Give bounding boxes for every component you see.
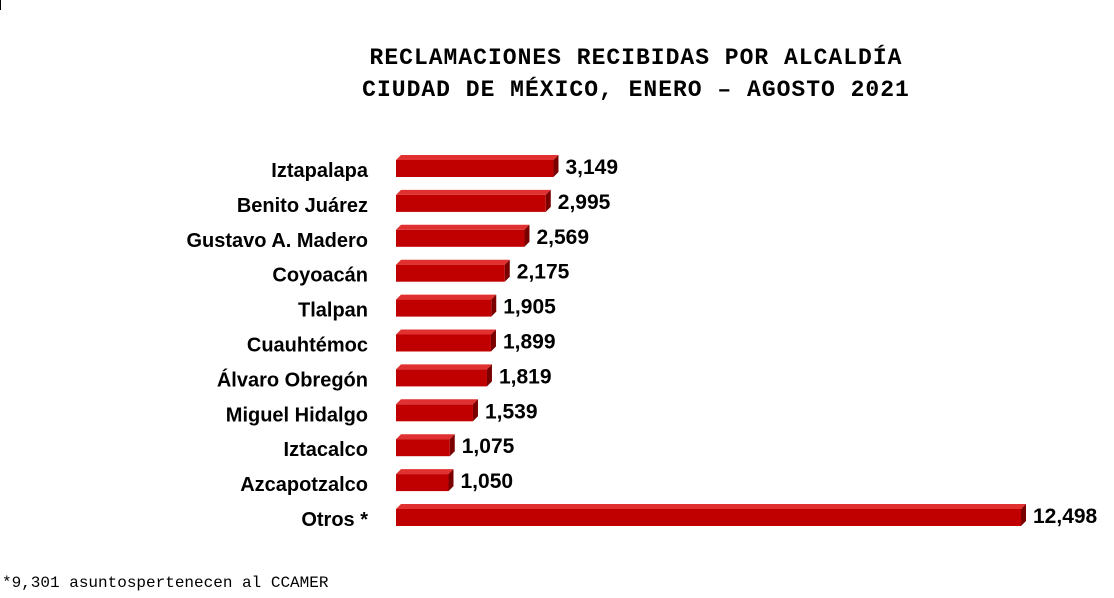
value-label-benito-juarez: 2,995 xyxy=(558,191,611,214)
value-label-miguel-hidalgo: 1,539 xyxy=(485,400,538,423)
bar-alvaro-obregon xyxy=(396,364,492,387)
bar-front-face xyxy=(396,474,449,492)
bar-side-face xyxy=(553,155,559,177)
bar-top-face xyxy=(396,504,1026,509)
bar-side-face xyxy=(449,434,455,457)
category-label-miguel-hidalgo: Miguel Hidalgo xyxy=(226,404,368,426)
bar-top-face xyxy=(396,399,478,405)
category-label-iztacalco: Iztacalco xyxy=(284,439,368,461)
bar-iztapalapa xyxy=(396,155,559,177)
bar-benito-juarez xyxy=(396,189,551,212)
category-label-tlalpan: Tlalpan xyxy=(298,300,368,322)
corner-mark xyxy=(0,0,1,10)
bar-top-face xyxy=(396,294,497,300)
bar-front-face xyxy=(396,369,487,387)
bar-side-face xyxy=(486,364,492,387)
category-labels: Iztapalapa Benito Juárez Gustavo A. Madero… xyxy=(186,160,368,531)
value-label-iztapalapa: 3,149 xyxy=(565,156,618,179)
value-label-cuauhtemoc: 1,899 xyxy=(503,331,556,354)
bar-side-face xyxy=(448,469,454,492)
bar-front-face xyxy=(396,194,546,212)
bars-group xyxy=(396,155,1026,526)
bar-coyoacan xyxy=(396,259,510,282)
bar-top-face xyxy=(396,364,492,370)
bar-top-face xyxy=(396,189,551,195)
bar-top-face xyxy=(396,329,496,335)
bar-side-face xyxy=(490,329,496,352)
chart-title: RECLAMACIONES RECIBIDAS POR ALCALDÍA CIU… xyxy=(362,44,910,103)
value-label-coyoacan: 2,175 xyxy=(517,261,570,284)
bar-cuauhtemoc xyxy=(396,329,496,352)
bar-top-face xyxy=(396,155,559,160)
bar-azcapotzalco xyxy=(396,469,454,492)
bar-front-face xyxy=(396,404,473,422)
bar-gustavo-a-madero xyxy=(396,224,530,247)
value-label-gustavo-a-madero: 2,569 xyxy=(536,226,589,249)
bar-front-face xyxy=(396,299,492,317)
bar-front-face xyxy=(396,229,525,247)
bar-front-face xyxy=(396,160,554,177)
category-label-alvaro-obregon: Álvaro Obregón xyxy=(217,368,368,391)
category-label-cuauhtemoc: Cuauhtémoc xyxy=(247,335,368,357)
bar-otros xyxy=(396,504,1026,526)
bar-front-face xyxy=(396,264,505,282)
bar-side-face xyxy=(524,224,530,247)
value-labels: 3,149 2,995 2,569 2,175 1,905 1,899 1,819 1,539… xyxy=(461,156,1098,528)
category-label-benito-juarez: Benito Juárez xyxy=(237,195,368,217)
value-label-azcapotzalco: 1,050 xyxy=(461,470,514,493)
chart-title-line-2: CIUDAD DE MÉXICO, ENERO – AGOSTO 2021 xyxy=(362,76,910,103)
bar-top-face xyxy=(396,434,455,440)
bar-top-face xyxy=(396,469,454,475)
bar-top-face xyxy=(396,224,530,230)
category-label-azcapotzalco: Azcapotzalco xyxy=(240,474,368,496)
bar-side-face xyxy=(504,259,510,282)
value-label-iztacalco: 1,075 xyxy=(462,435,515,458)
bar-side-face xyxy=(1021,504,1026,526)
bar-miguel-hidalgo xyxy=(396,399,478,422)
bar-iztacalco xyxy=(396,434,455,457)
bar-side-face xyxy=(491,294,497,317)
bar-side-face xyxy=(545,189,551,212)
value-label-alvaro-obregon: 1,819 xyxy=(499,365,552,388)
category-label-otros: Otros * xyxy=(301,509,368,531)
value-label-otros: 12,498 xyxy=(1033,505,1098,528)
category-label-coyoacan: Coyoacán xyxy=(272,265,368,287)
chart-title-line-1: RECLAMACIONES RECIBIDAS POR ALCALDÍA xyxy=(370,44,903,71)
value-label-tlalpan: 1,905 xyxy=(503,296,556,319)
category-label-gustavo-a-madero: Gustavo A. Madero xyxy=(186,230,368,252)
bar-tlalpan xyxy=(396,294,497,317)
footnote: *9,301 asuntospertenecen al CCAMER xyxy=(2,574,329,592)
bar-top-face xyxy=(396,259,510,265)
bar-side-face xyxy=(472,399,478,422)
category-label-iztapalapa: Iztapalapa xyxy=(271,160,369,182)
bar-front-face xyxy=(396,439,450,457)
bar-front-face xyxy=(396,509,1021,526)
bar-front-face xyxy=(396,334,491,352)
